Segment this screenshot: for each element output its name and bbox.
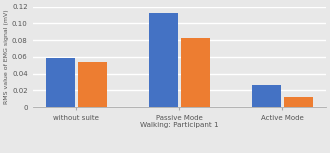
Bar xyxy=(149,13,178,107)
Bar xyxy=(78,62,107,107)
Bar xyxy=(181,38,210,107)
Bar xyxy=(252,85,280,107)
Y-axis label: RMS value of EMG signal (mV): RMS value of EMG signal (mV) xyxy=(4,10,9,104)
Bar xyxy=(46,58,75,107)
X-axis label: Walking: Participant 1: Walking: Participant 1 xyxy=(140,122,218,128)
Bar xyxy=(284,97,313,107)
